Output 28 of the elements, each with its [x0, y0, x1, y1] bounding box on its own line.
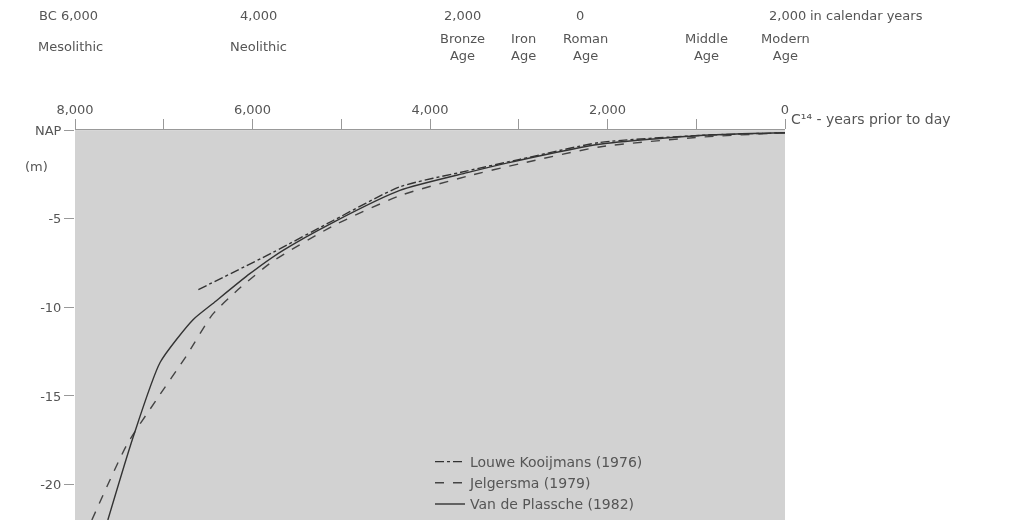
x-tick-label: 4,000 — [411, 101, 449, 117]
y-axis-title: (m) — [25, 159, 48, 174]
legend-label: Van de Plassche (1982) — [470, 496, 635, 513]
text: Roman Age — [563, 31, 609, 63]
x-tick-label: 0 — [780, 101, 790, 117]
y-tick-label: -10 — [40, 299, 62, 315]
text: Middle Age — [685, 31, 728, 63]
x-axis-title: C¹⁴ - years prior to day — [791, 111, 951, 127]
text: Neolithic — [230, 39, 287, 54]
text: Iron Age — [511, 31, 537, 63]
text: Mesolithic — [38, 39, 104, 54]
x-tick-label: 2,000 — [588, 101, 627, 117]
text: in calendar years — [810, 8, 923, 23]
text: 0 — [576, 8, 585, 23]
text: 2,000 — [444, 8, 482, 23]
text: Bronze Age — [440, 31, 485, 63]
x-tick-label: 8,000 — [56, 101, 94, 117]
y-tick-label: -5 — [48, 211, 62, 227]
y-tick-label: -20 — [40, 477, 62, 493]
x-tick-label: 6,000 — [233, 101, 272, 117]
text: Modern Age — [761, 31, 810, 63]
text: 2,000 — [769, 8, 807, 23]
y-tick-label: NAP — [34, 122, 62, 138]
y-tick-label: -15 — [40, 388, 62, 404]
legend-label: Louwe Kooijmans (1976) — [470, 454, 643, 471]
text: 4,000 — [240, 8, 278, 23]
legend-label: Jelgersma (1979) — [469, 475, 591, 492]
text: BC 6,000 — [39, 8, 99, 23]
